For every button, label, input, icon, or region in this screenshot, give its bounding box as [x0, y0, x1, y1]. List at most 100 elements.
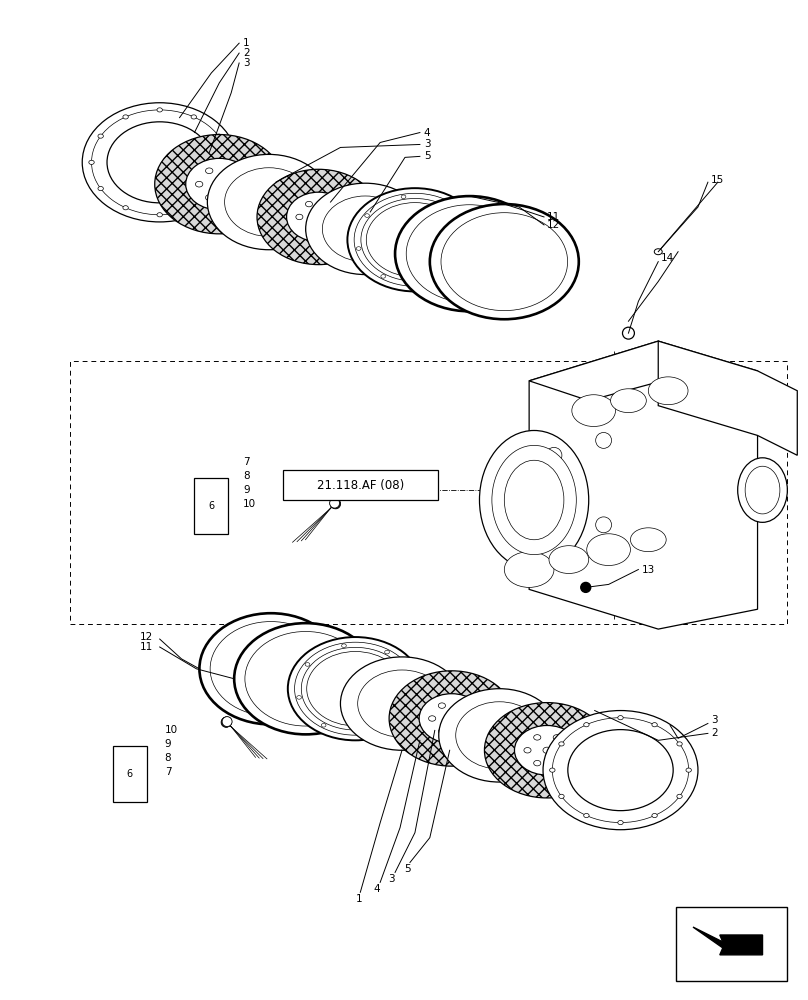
- Ellipse shape: [358, 670, 446, 737]
- Ellipse shape: [563, 748, 570, 753]
- Ellipse shape: [366, 203, 464, 277]
- Ellipse shape: [444, 201, 449, 205]
- FancyBboxPatch shape: [284, 470, 438, 500]
- Text: 8: 8: [243, 471, 250, 481]
- Ellipse shape: [583, 813, 589, 818]
- Polygon shape: [659, 341, 797, 455]
- Ellipse shape: [587, 534, 630, 566]
- Text: 6: 6: [127, 769, 133, 779]
- Text: 3: 3: [243, 58, 250, 68]
- Ellipse shape: [154, 135, 284, 234]
- Ellipse shape: [430, 204, 579, 319]
- Text: 1: 1: [356, 894, 362, 904]
- Text: 9: 9: [243, 485, 250, 495]
- Ellipse shape: [438, 703, 445, 708]
- Ellipse shape: [205, 168, 213, 174]
- Circle shape: [222, 717, 232, 727]
- Text: 11: 11: [547, 212, 560, 222]
- Circle shape: [330, 499, 341, 509]
- Ellipse shape: [216, 134, 221, 138]
- Ellipse shape: [385, 650, 389, 654]
- Circle shape: [546, 447, 562, 463]
- Ellipse shape: [200, 613, 343, 724]
- Ellipse shape: [205, 195, 213, 200]
- Ellipse shape: [745, 466, 780, 514]
- Text: 14: 14: [661, 253, 675, 263]
- Ellipse shape: [340, 657, 464, 750]
- Text: 5: 5: [424, 151, 431, 161]
- Ellipse shape: [295, 642, 416, 735]
- Ellipse shape: [677, 794, 682, 798]
- Ellipse shape: [107, 122, 213, 203]
- Circle shape: [581, 582, 591, 592]
- Ellipse shape: [98, 186, 103, 191]
- Ellipse shape: [469, 229, 473, 233]
- Text: 3: 3: [711, 715, 718, 725]
- Ellipse shape: [738, 458, 787, 522]
- Ellipse shape: [485, 703, 609, 798]
- Ellipse shape: [123, 115, 128, 119]
- Ellipse shape: [381, 275, 385, 278]
- Ellipse shape: [549, 768, 555, 772]
- Ellipse shape: [322, 723, 326, 727]
- Ellipse shape: [458, 703, 465, 708]
- Circle shape: [595, 432, 612, 448]
- Text: 11: 11: [140, 642, 153, 652]
- Ellipse shape: [305, 183, 425, 275]
- Ellipse shape: [225, 168, 233, 174]
- Ellipse shape: [553, 760, 561, 766]
- Ellipse shape: [322, 196, 408, 262]
- Ellipse shape: [305, 201, 313, 207]
- Ellipse shape: [406, 205, 532, 303]
- Ellipse shape: [583, 723, 589, 727]
- Text: 6: 6: [208, 501, 214, 511]
- Ellipse shape: [215, 181, 224, 187]
- Ellipse shape: [439, 689, 560, 782]
- Ellipse shape: [335, 214, 341, 220]
- Ellipse shape: [89, 160, 95, 164]
- Ellipse shape: [448, 715, 456, 722]
- Circle shape: [546, 527, 562, 543]
- Text: 12: 12: [140, 632, 153, 642]
- Text: 7: 7: [243, 457, 250, 467]
- Ellipse shape: [91, 110, 228, 215]
- Ellipse shape: [652, 813, 657, 818]
- Ellipse shape: [225, 160, 230, 164]
- Ellipse shape: [157, 108, 162, 112]
- Ellipse shape: [409, 678, 414, 682]
- Ellipse shape: [98, 134, 103, 138]
- Ellipse shape: [157, 213, 162, 217]
- Text: 3: 3: [388, 874, 395, 884]
- Ellipse shape: [234, 623, 377, 734]
- Circle shape: [595, 517, 612, 533]
- Ellipse shape: [458, 729, 465, 734]
- Ellipse shape: [524, 748, 531, 753]
- Ellipse shape: [225, 195, 233, 200]
- Ellipse shape: [438, 729, 445, 734]
- Ellipse shape: [504, 460, 564, 540]
- Ellipse shape: [354, 193, 476, 286]
- Ellipse shape: [236, 181, 243, 187]
- Ellipse shape: [572, 395, 616, 427]
- Ellipse shape: [553, 718, 688, 823]
- Ellipse shape: [296, 214, 303, 220]
- Ellipse shape: [208, 154, 330, 250]
- Ellipse shape: [533, 760, 541, 766]
- Ellipse shape: [543, 747, 551, 753]
- Ellipse shape: [287, 192, 351, 242]
- Ellipse shape: [419, 694, 484, 743]
- Ellipse shape: [424, 281, 429, 285]
- Text: 2: 2: [243, 48, 250, 58]
- Ellipse shape: [504, 552, 554, 587]
- Ellipse shape: [533, 735, 541, 740]
- Ellipse shape: [549, 546, 589, 573]
- FancyBboxPatch shape: [195, 478, 228, 534]
- Ellipse shape: [305, 227, 313, 233]
- Ellipse shape: [307, 652, 404, 726]
- Ellipse shape: [611, 389, 646, 413]
- Text: 1: 1: [243, 38, 250, 48]
- Circle shape: [221, 717, 231, 727]
- Text: 3: 3: [424, 139, 431, 149]
- Ellipse shape: [297, 696, 301, 699]
- Polygon shape: [693, 927, 763, 955]
